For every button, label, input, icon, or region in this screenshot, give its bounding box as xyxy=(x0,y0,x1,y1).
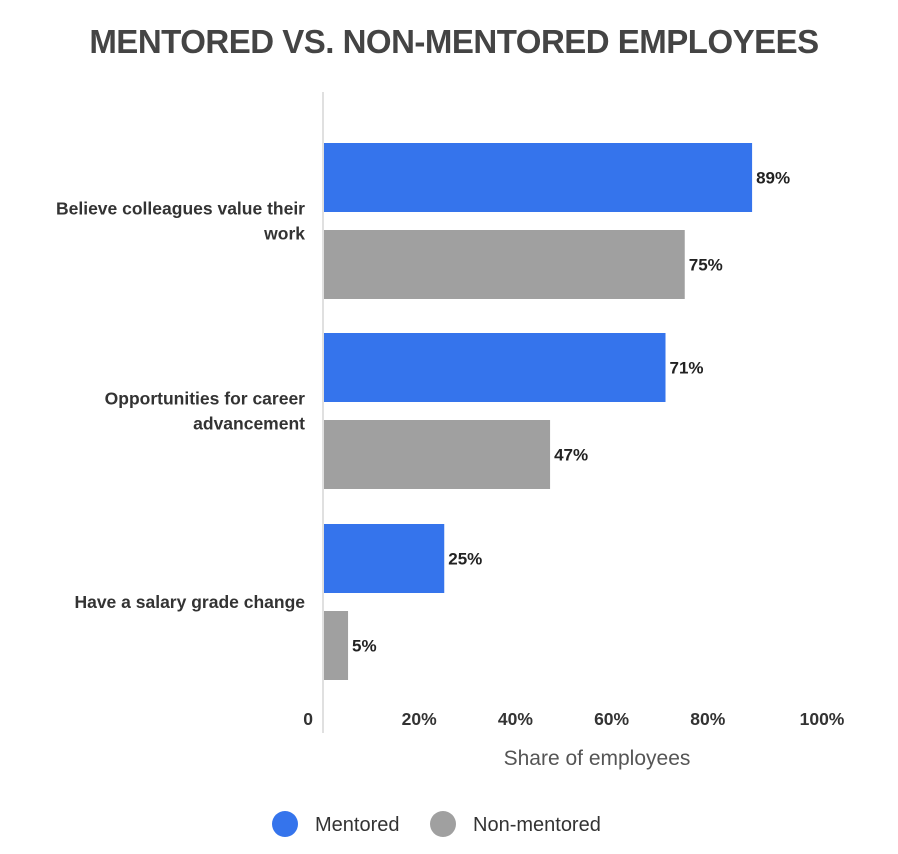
category-label-0-line-1: work xyxy=(263,224,305,244)
chart-title: MENTORED VS. NON-MENTORED EMPLOYEES xyxy=(89,23,818,60)
bar-non-mentored-1 xyxy=(324,420,551,489)
x-tick-label-5: 100% xyxy=(800,709,845,729)
value-label-mentored-1: 71% xyxy=(670,359,704,378)
legend-label-mentored: Mentored xyxy=(315,814,400,836)
bars-layer xyxy=(324,143,753,680)
value-label-non-mentored-2: 5% xyxy=(352,637,377,656)
x-axis-ticks: 0 20% 40% 60% 80% 100% xyxy=(303,709,845,729)
legend-label-non-mentored: Non-mentored xyxy=(473,814,601,836)
bar-mentored-1 xyxy=(324,333,666,402)
category-labels-layer: Believe colleagues value their work Opport… xyxy=(56,199,305,613)
value-label-non-mentored-0: 75% xyxy=(689,256,723,275)
x-tick-label-4: 80% xyxy=(690,709,725,729)
x-tick-label-2: 40% xyxy=(498,709,533,729)
bar-mentored-2 xyxy=(324,524,445,593)
value-labels-layer: 89% 75% 71% 47% 25% 5% xyxy=(352,169,790,656)
bar-non-mentored-2 xyxy=(324,611,349,680)
legend-swatch-mentored xyxy=(272,811,298,837)
value-label-mentored-2: 25% xyxy=(448,550,482,569)
bar-non-mentored-0 xyxy=(324,230,685,299)
x-tick-label-3: 60% xyxy=(594,709,629,729)
category-label-1-line-1: advancement xyxy=(193,414,305,434)
x-tick-label-0: 0 xyxy=(303,709,313,729)
x-tick-label-1: 20% xyxy=(402,709,437,729)
value-label-mentored-0: 89% xyxy=(756,169,790,188)
legend-swatch-non-mentored xyxy=(430,811,456,837)
legend: Mentored Non-mentored xyxy=(272,811,601,837)
value-label-non-mentored-1: 47% xyxy=(554,446,588,465)
x-axis-title: Share of employees xyxy=(504,747,691,770)
category-label-1-line-0: Opportunities for career xyxy=(105,389,306,409)
bar-mentored-0 xyxy=(324,143,753,212)
category-label-0-line-0: Believe colleagues value their xyxy=(56,199,305,219)
category-label-2-line-0: Have a salary grade change xyxy=(74,592,305,612)
